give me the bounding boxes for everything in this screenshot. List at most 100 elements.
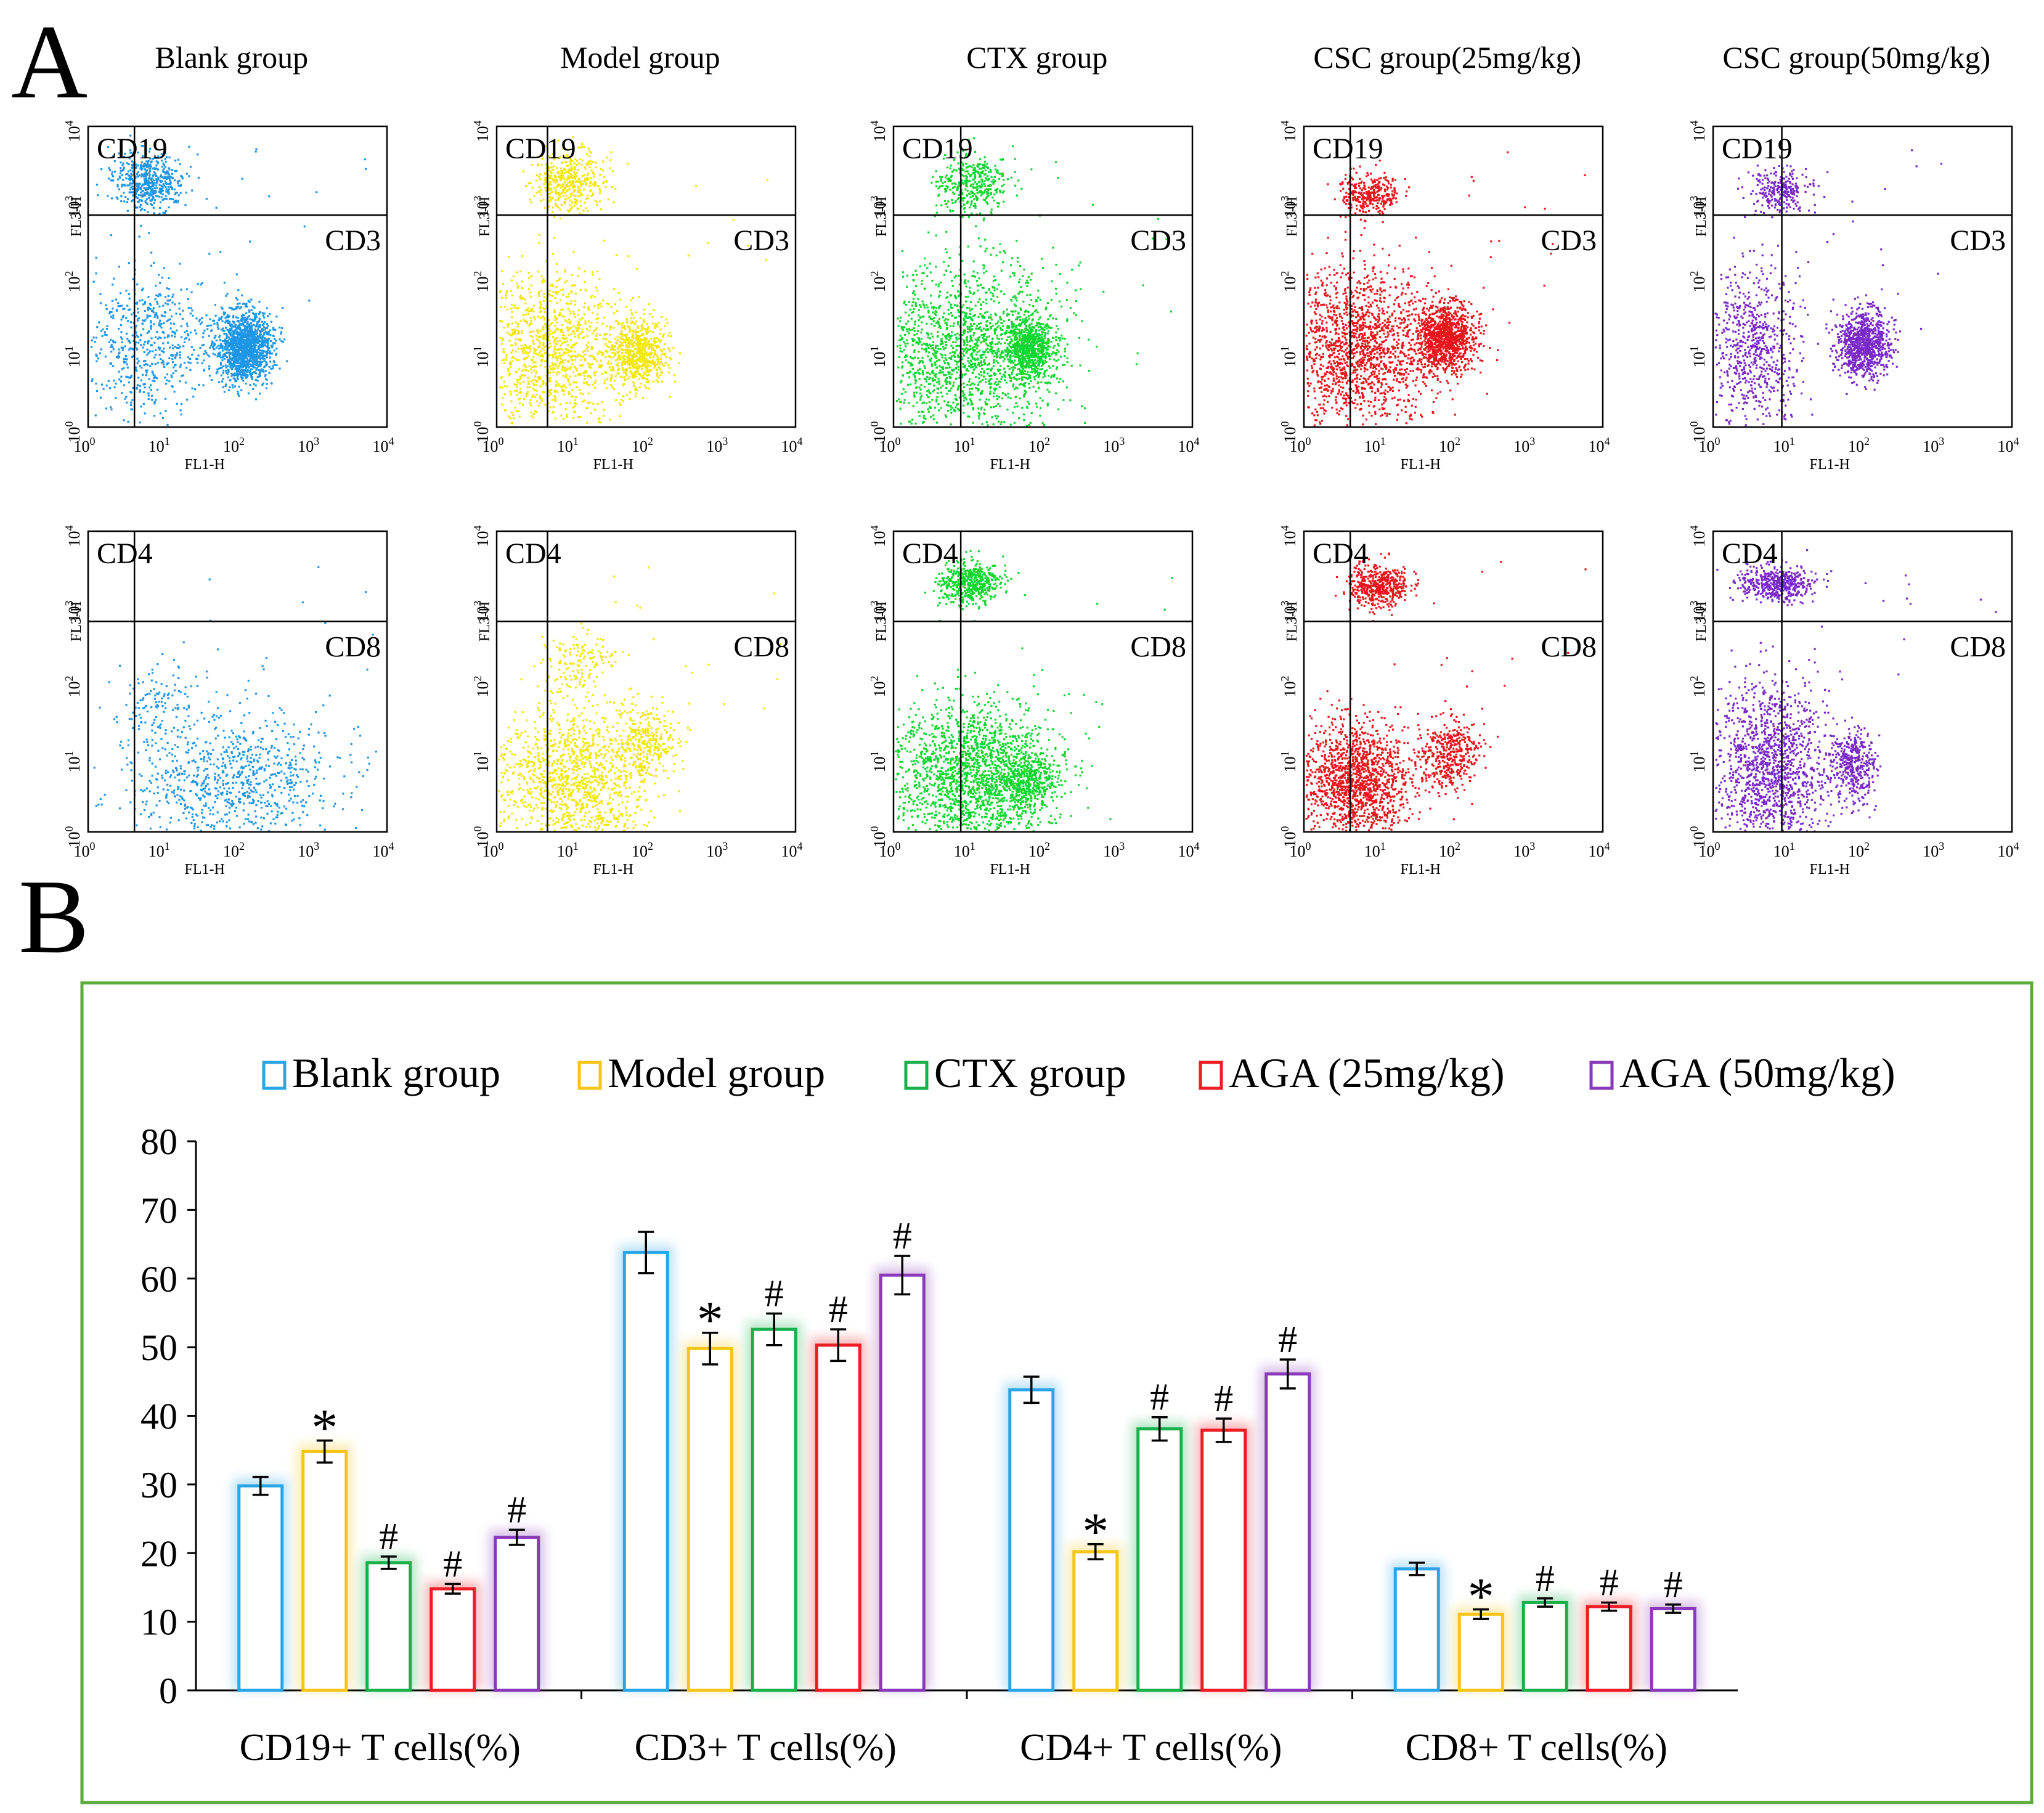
x-tick-label: 104 [1998,840,2019,860]
legend-item-4: AGA (25mg/kg) [1199,1049,1505,1096]
plot-frame [1712,125,2013,428]
significance-mark: # [829,1289,848,1330]
bar [430,1587,476,1692]
significance-mark: * [311,1398,338,1457]
x-tick-label: 101 [1773,840,1795,860]
bar-group-4-3: # [1517,1558,1573,1692]
bar [1586,1605,1632,1692]
category-label-2: CD3+ T cells(%) [635,1727,897,1769]
bar [301,1449,348,1692]
significance-mark: # [1278,1319,1297,1361]
y-tick-label: 100 [63,826,83,848]
significance-mark: # [893,1215,912,1257]
y-tick-label: 104 [1688,121,1708,142]
y-tick-label: 101 [63,751,83,773]
x-tick-label: 102 [632,840,653,860]
bar [751,1327,797,1692]
y-axis-title: FL3-H [1693,197,1709,237]
bar-group-3-2: * [1067,1502,1123,1692]
dot-plot-3-1: CD19CD3100100101101102102103103104104FL1… [868,121,1200,473]
plot-frame [87,125,388,428]
upper-marker-label: CD19 [1722,132,1793,165]
y-tick-label: 70 [140,1190,177,1231]
x-tick-label: 102 [1028,840,1050,860]
group-title-4: CSC group(25mg/kg) [1313,40,1581,75]
legend-swatch [904,1061,929,1090]
bar [879,1273,926,1692]
y-tick-label: 104 [1688,526,1708,547]
x-tick-label: 103 [298,435,319,455]
legend-label: CTX group [934,1049,1126,1096]
y-tick-label: 100 [868,422,889,443]
upper-marker-label: CD4 [505,537,561,570]
bar-group-3-1 [1003,1375,1059,1692]
x-tick-label: 102 [223,435,245,455]
x-tick-label: 104 [1178,840,1200,860]
significance-mark: * [1468,1567,1494,1626]
x-tick-label: 104 [1589,840,1610,860]
x-axis-title: FL1-H [593,862,633,878]
x-axis-title: FL1-H [990,457,1030,473]
x-tick-label: 103 [706,840,728,860]
bar-group-2-3: # [746,1273,802,1692]
y-tick-label: 100 [868,826,889,848]
x-tick-label: 102 [1439,435,1460,455]
y-tick-label: 104 [471,526,492,547]
plot-frame [1303,125,1604,428]
y-tick-label: 100 [1688,422,1708,443]
x-axis-title: FL1-H [593,457,633,473]
x-tick-label: 104 [1998,435,2019,455]
y-tick-label: 102 [471,676,492,698]
y-axis-title: FL3-H [68,601,84,642]
y-axis-title: FL3-H [477,601,493,642]
dot-plot-5-1: CD19CD3100100101101102102103103104104FL1… [1688,121,2019,473]
y-tick-label: 100 [1688,826,1708,848]
y-tick-label: 60 [140,1259,177,1300]
legend-swatch [577,1061,602,1090]
significance-mark: * [1082,1502,1109,1561]
x-axis-title: FL1-H [1400,862,1440,878]
dot-cloud [1714,549,1997,833]
significance-mark: # [1214,1378,1233,1420]
bar-chart: Blank group Model group CTX group AGA (25mg… [140,1049,1895,1769]
x-tick-label: 102 [1848,435,1870,455]
plot-frame [1712,530,2013,833]
y-tick-label: 101 [1279,346,1299,368]
group-title-1: Blank group [155,40,309,75]
upper-marker-label: CD4 [1313,537,1369,570]
right-marker-label: CD3 [1541,224,1597,257]
plot-frame [1303,530,1604,833]
x-axis-title: FL1-H [184,862,224,878]
y-tick-label: 102 [868,271,889,293]
dot-plot-2-2: CD4CD8100100101101102102103103104104FL1-… [471,526,803,878]
bar-group-2-4: # [810,1289,866,1692]
y-tick-label: 104 [63,121,83,142]
x-tick-label: 103 [1103,435,1125,455]
dot-cloud [896,137,1172,427]
bar [1136,1427,1183,1692]
plot-frame [892,125,1194,428]
right-marker-label: CD8 [325,630,381,663]
dot-cloud [1714,149,1942,426]
x-tick-label: 103 [1923,840,1944,860]
dot-plot-4-2: CD4CD8100100101101102102103103104104FL1-… [1279,526,1610,878]
dot-cloud [895,550,1173,833]
plot-frame [892,530,1194,833]
y-tick-label: 50 [140,1327,177,1368]
bar [365,1561,412,1692]
x-tick-label: 100 [1699,840,1720,860]
x-axis-title: FL1-H [990,862,1030,878]
x-tick-label: 103 [298,840,319,860]
y-axis-title: FL3-H [1284,601,1300,642]
x-tick-label: 104 [781,840,803,860]
right-marker-label: CD3 [1950,224,2006,257]
x-tick-label: 102 [1028,435,1050,455]
bar-group-2-5: # [874,1215,930,1692]
bar-group-4-5: # [1645,1564,1701,1692]
dot-cloud [90,134,367,426]
bar-group-1-2: * [296,1398,352,1692]
bar [622,1250,669,1692]
bar-group-2-2: * [682,1290,738,1692]
upper-marker-label: CD4 [902,537,958,570]
bar [815,1343,861,1692]
